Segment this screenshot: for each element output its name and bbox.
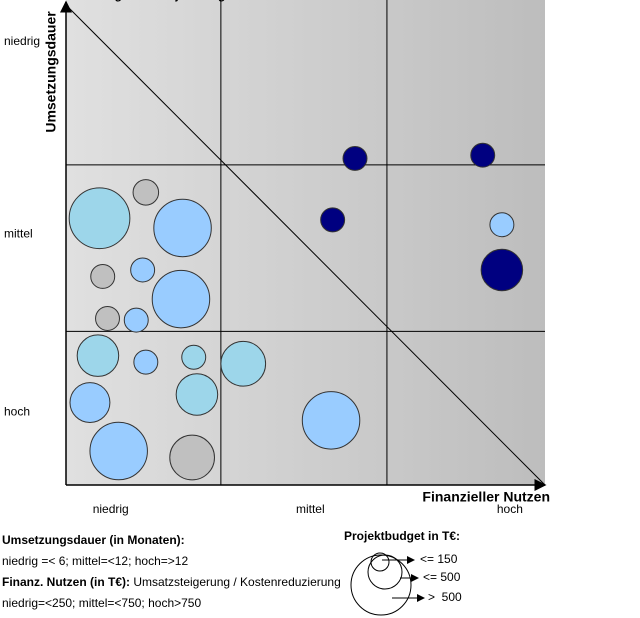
bubble bbox=[123, 307, 149, 333]
bubble bbox=[342, 145, 368, 171]
bubble bbox=[151, 269, 211, 329]
bubbles bbox=[68, 142, 524, 481]
bubble bbox=[320, 207, 346, 233]
plot bbox=[66, 0, 545, 485]
size-legend-item: <= 500 bbox=[423, 570, 461, 584]
size-legend-item: > 500 bbox=[428, 590, 462, 604]
bubble bbox=[181, 344, 207, 370]
note-bold: Finanz. Nutzen (in T€): bbox=[2, 575, 130, 589]
bubble bbox=[489, 212, 515, 238]
legend-circle bbox=[370, 552, 390, 572]
bubble bbox=[90, 263, 116, 289]
ticks: niedrig mittel hoch niedrig mittel hoch bbox=[4, 34, 523, 516]
note: niedrig=<250; mittel=<750; hoch>750 bbox=[2, 596, 201, 610]
bubble bbox=[301, 391, 361, 450]
y-tick-label: mittel bbox=[4, 227, 33, 241]
grid bbox=[66, 0, 545, 485]
y-tick-label: niedrig bbox=[4, 34, 40, 48]
bubble bbox=[68, 187, 131, 250]
x-tick-label: niedrig bbox=[93, 502, 129, 516]
bubble bbox=[153, 198, 212, 258]
size-legend-item: <= 150 bbox=[420, 552, 458, 566]
bubble bbox=[175, 373, 219, 416]
bubble bbox=[69, 382, 111, 424]
note: Finanz. Nutzen (in T€): Umsatzsteigerung… bbox=[2, 575, 341, 589]
x-tick-label: mittel bbox=[296, 502, 325, 516]
bubble bbox=[130, 257, 156, 283]
bubble bbox=[132, 179, 160, 206]
bubble bbox=[169, 434, 215, 481]
note-text: Umsatzsteigerung / Kostenreduzierung bbox=[130, 575, 341, 589]
y-tick-label: hoch bbox=[4, 404, 30, 418]
bubble bbox=[133, 349, 159, 375]
diagonal bbox=[65, 4, 546, 486]
size-legend: Projektbudget in T€: <= 150 <= 500 > 500 bbox=[344, 529, 462, 616]
bubble bbox=[470, 142, 496, 168]
bubble bbox=[95, 306, 120, 331]
x-tick-label: hoch bbox=[497, 502, 523, 516]
size-legend-title: Projektbudget in T€: bbox=[344, 529, 460, 543]
legend-circle bbox=[350, 554, 412, 616]
plot-background bbox=[66, 0, 545, 485]
chart-title: Einzelgröße: Projektbudget bbox=[80, 0, 236, 2]
bubble bbox=[76, 334, 120, 377]
note: Umsetzungsdauer (in Monaten): bbox=[2, 533, 185, 547]
bubble bbox=[220, 340, 267, 387]
note: niedrig =< 6; mittel=<12; hoch=>12 bbox=[2, 554, 188, 568]
bubble bbox=[480, 248, 524, 292]
y-axis-label: Umsetzungsdauer bbox=[43, 11, 59, 133]
bubble bbox=[89, 421, 148, 481]
x-axis-label: Finanzieller Nutzen bbox=[422, 489, 550, 505]
